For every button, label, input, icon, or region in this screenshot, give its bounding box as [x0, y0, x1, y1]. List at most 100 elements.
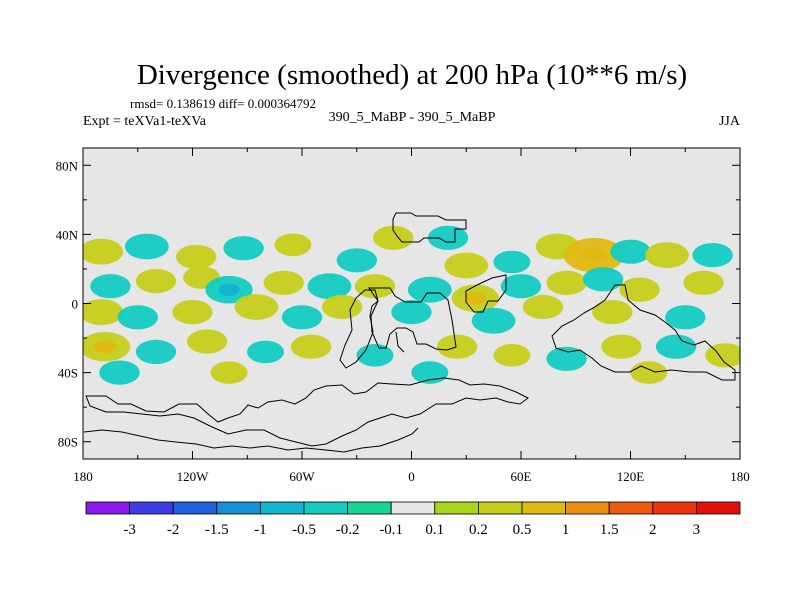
divergence-anomaly-0	[83, 238, 124, 265]
x-tick-label-4: 60E	[511, 469, 532, 484]
colorbar-swatch-13	[652, 501, 697, 515]
colorbar-label-11: 1.5	[600, 522, 619, 538]
colorbar-swatch-3	[216, 501, 261, 515]
africa-south-outline	[395, 331, 405, 353]
divergence-anomaly-22	[407, 276, 452, 303]
divergence-anomaly-44	[290, 334, 332, 359]
divergence-anomaly-20	[307, 273, 352, 300]
divergence-field	[83, 225, 740, 385]
x-tick-label-0: 180	[73, 469, 93, 484]
divergence-anomaly-46	[436, 334, 478, 359]
colorbar-label-0: -3	[123, 522, 136, 538]
x-tick-label-2: 60W	[289, 469, 315, 484]
divergence-anomaly-24	[500, 274, 542, 299]
colorbar-swatch-10	[521, 501, 566, 515]
colorbar-swatch-6	[347, 501, 392, 515]
divergence-anomaly-19	[263, 270, 304, 295]
colorbar-label-10: 1	[562, 522, 570, 538]
divergence-anomaly-50	[655, 334, 697, 359]
divergence-anomaly-26	[582, 267, 624, 292]
x-tick-label-1: 120W	[177, 469, 210, 484]
southern-lowland-outline	[85, 377, 529, 447]
colorbar-label-5: -0.2	[336, 522, 360, 538]
divergence-anomaly-12	[610, 239, 651, 264]
colorbar-swatch-11	[565, 501, 610, 515]
axis-ticks	[82, 148, 741, 459]
divergence-anomaly-42	[186, 329, 228, 354]
eurasia-outline	[392, 212, 467, 243]
colorbar-swatch-9	[477, 501, 523, 515]
divergence-anomaly-35	[391, 300, 432, 325]
colorbar: -3 -2 -1.5 -1 -0.5 -0.2 -0.1 0.1 0.2 0.5 1 1.5 2 3	[85, 501, 741, 538]
divergence-anomaly-47	[493, 344, 531, 367]
divergence-anomaly-32	[234, 294, 279, 320]
chart-title: Divergence (smoothed) at 200 hPa (10**6 …	[137, 59, 687, 91]
colorbar-label-2: -1.5	[205, 522, 229, 538]
colorbar-label-8: 0.2	[469, 522, 488, 538]
divergence-anomaly-14	[692, 243, 733, 268]
season-label: JJA	[719, 114, 741, 129]
divergence-anomaly-16	[135, 268, 177, 294]
south-america-outline	[339, 289, 379, 369]
divergence-anomaly-53	[210, 361, 248, 384]
plot-area	[82, 147, 741, 460]
divergence-anomaly-43	[247, 340, 284, 364]
antarctic-coast-outline	[83, 427, 419, 453]
colorbar-swatch-0	[85, 501, 130, 515]
colorbar-label-9: 0.5	[513, 522, 532, 538]
y-tick-label-2: 0	[72, 297, 79, 312]
colorbar-label-13: 3	[693, 522, 701, 538]
y-tick-label-3: 40S	[58, 366, 78, 381]
divergence-anomaly-31	[172, 300, 213, 325]
maritime-continent-outline	[551, 284, 736, 381]
divergence-anomaly-34	[321, 294, 363, 320]
colorbar-label-7: 0.1	[425, 522, 444, 538]
divergence-anomaly-5	[336, 248, 377, 273]
colorbar-label-3: -1	[254, 522, 267, 538]
divergence-core-40	[93, 340, 117, 354]
divergence-anomaly-33	[281, 305, 323, 330]
divergence-core-11	[580, 247, 608, 263]
divergence-anomaly-36	[471, 307, 516, 334]
colorbar-swatch-4	[259, 501, 305, 515]
divergence-anomaly-55	[630, 361, 668, 384]
divergence-anomaly-52	[99, 360, 140, 385]
divergence-anomaly-54	[411, 361, 449, 384]
colorbar-swatch-12	[608, 501, 654, 515]
x-tick-label-6: 180	[730, 469, 750, 484]
axis-labels: 180 120W 60W 0 60E 120E 180 80N 40N 0 40S 80S	[56, 158, 750, 484]
divergence-anomaly-28	[683, 270, 724, 295]
colorbar-label-6: -0.1	[379, 522, 403, 538]
x-tick-label-3: 0	[408, 469, 415, 484]
divergence-anomaly-37	[522, 294, 564, 320]
experiment-label: Expt = teXVa1-teXVa	[83, 114, 207, 129]
land-outline	[83, 212, 736, 453]
divergence-anomaly-9	[493, 250, 531, 274]
divergence-anomaly-30	[117, 305, 158, 330]
colorbar-label-12: 2	[649, 522, 657, 538]
case-label: 390_5_MaBP - 390_5_MaBP	[329, 110, 496, 125]
divergence-anomaly-41	[135, 339, 177, 364]
south-asia-outline	[465, 274, 507, 313]
divergence-core-18	[218, 283, 240, 296]
divergence-anomaly-2	[176, 244, 217, 269]
colorbar-label-4: -0.5	[292, 522, 316, 538]
divergence-anomaly-49	[601, 334, 642, 359]
colorbar-swatch-5	[303, 501, 348, 515]
colorbar-swatch-14	[696, 501, 741, 515]
colorbar-swatch-8	[434, 501, 479, 515]
divergence-anomaly-38	[592, 300, 633, 325]
divergence-anomaly-13	[645, 242, 689, 268]
divergence-anomaly-21	[354, 274, 396, 299]
colorbar-label-1: -2	[167, 522, 180, 538]
y-tick-label-4: 80S	[58, 435, 78, 450]
divergence-anomaly-39	[665, 305, 706, 330]
y-tick-label-1: 40N	[56, 227, 79, 242]
divergence-anomaly-15	[90, 274, 131, 299]
divergence-anomaly-29	[83, 299, 124, 325]
colorbar-swatch-1	[129, 501, 174, 515]
colorbar-swatch-2	[172, 501, 218, 515]
divergence-anomaly-3	[223, 236, 264, 261]
divergence-anomaly-7	[427, 225, 469, 250]
